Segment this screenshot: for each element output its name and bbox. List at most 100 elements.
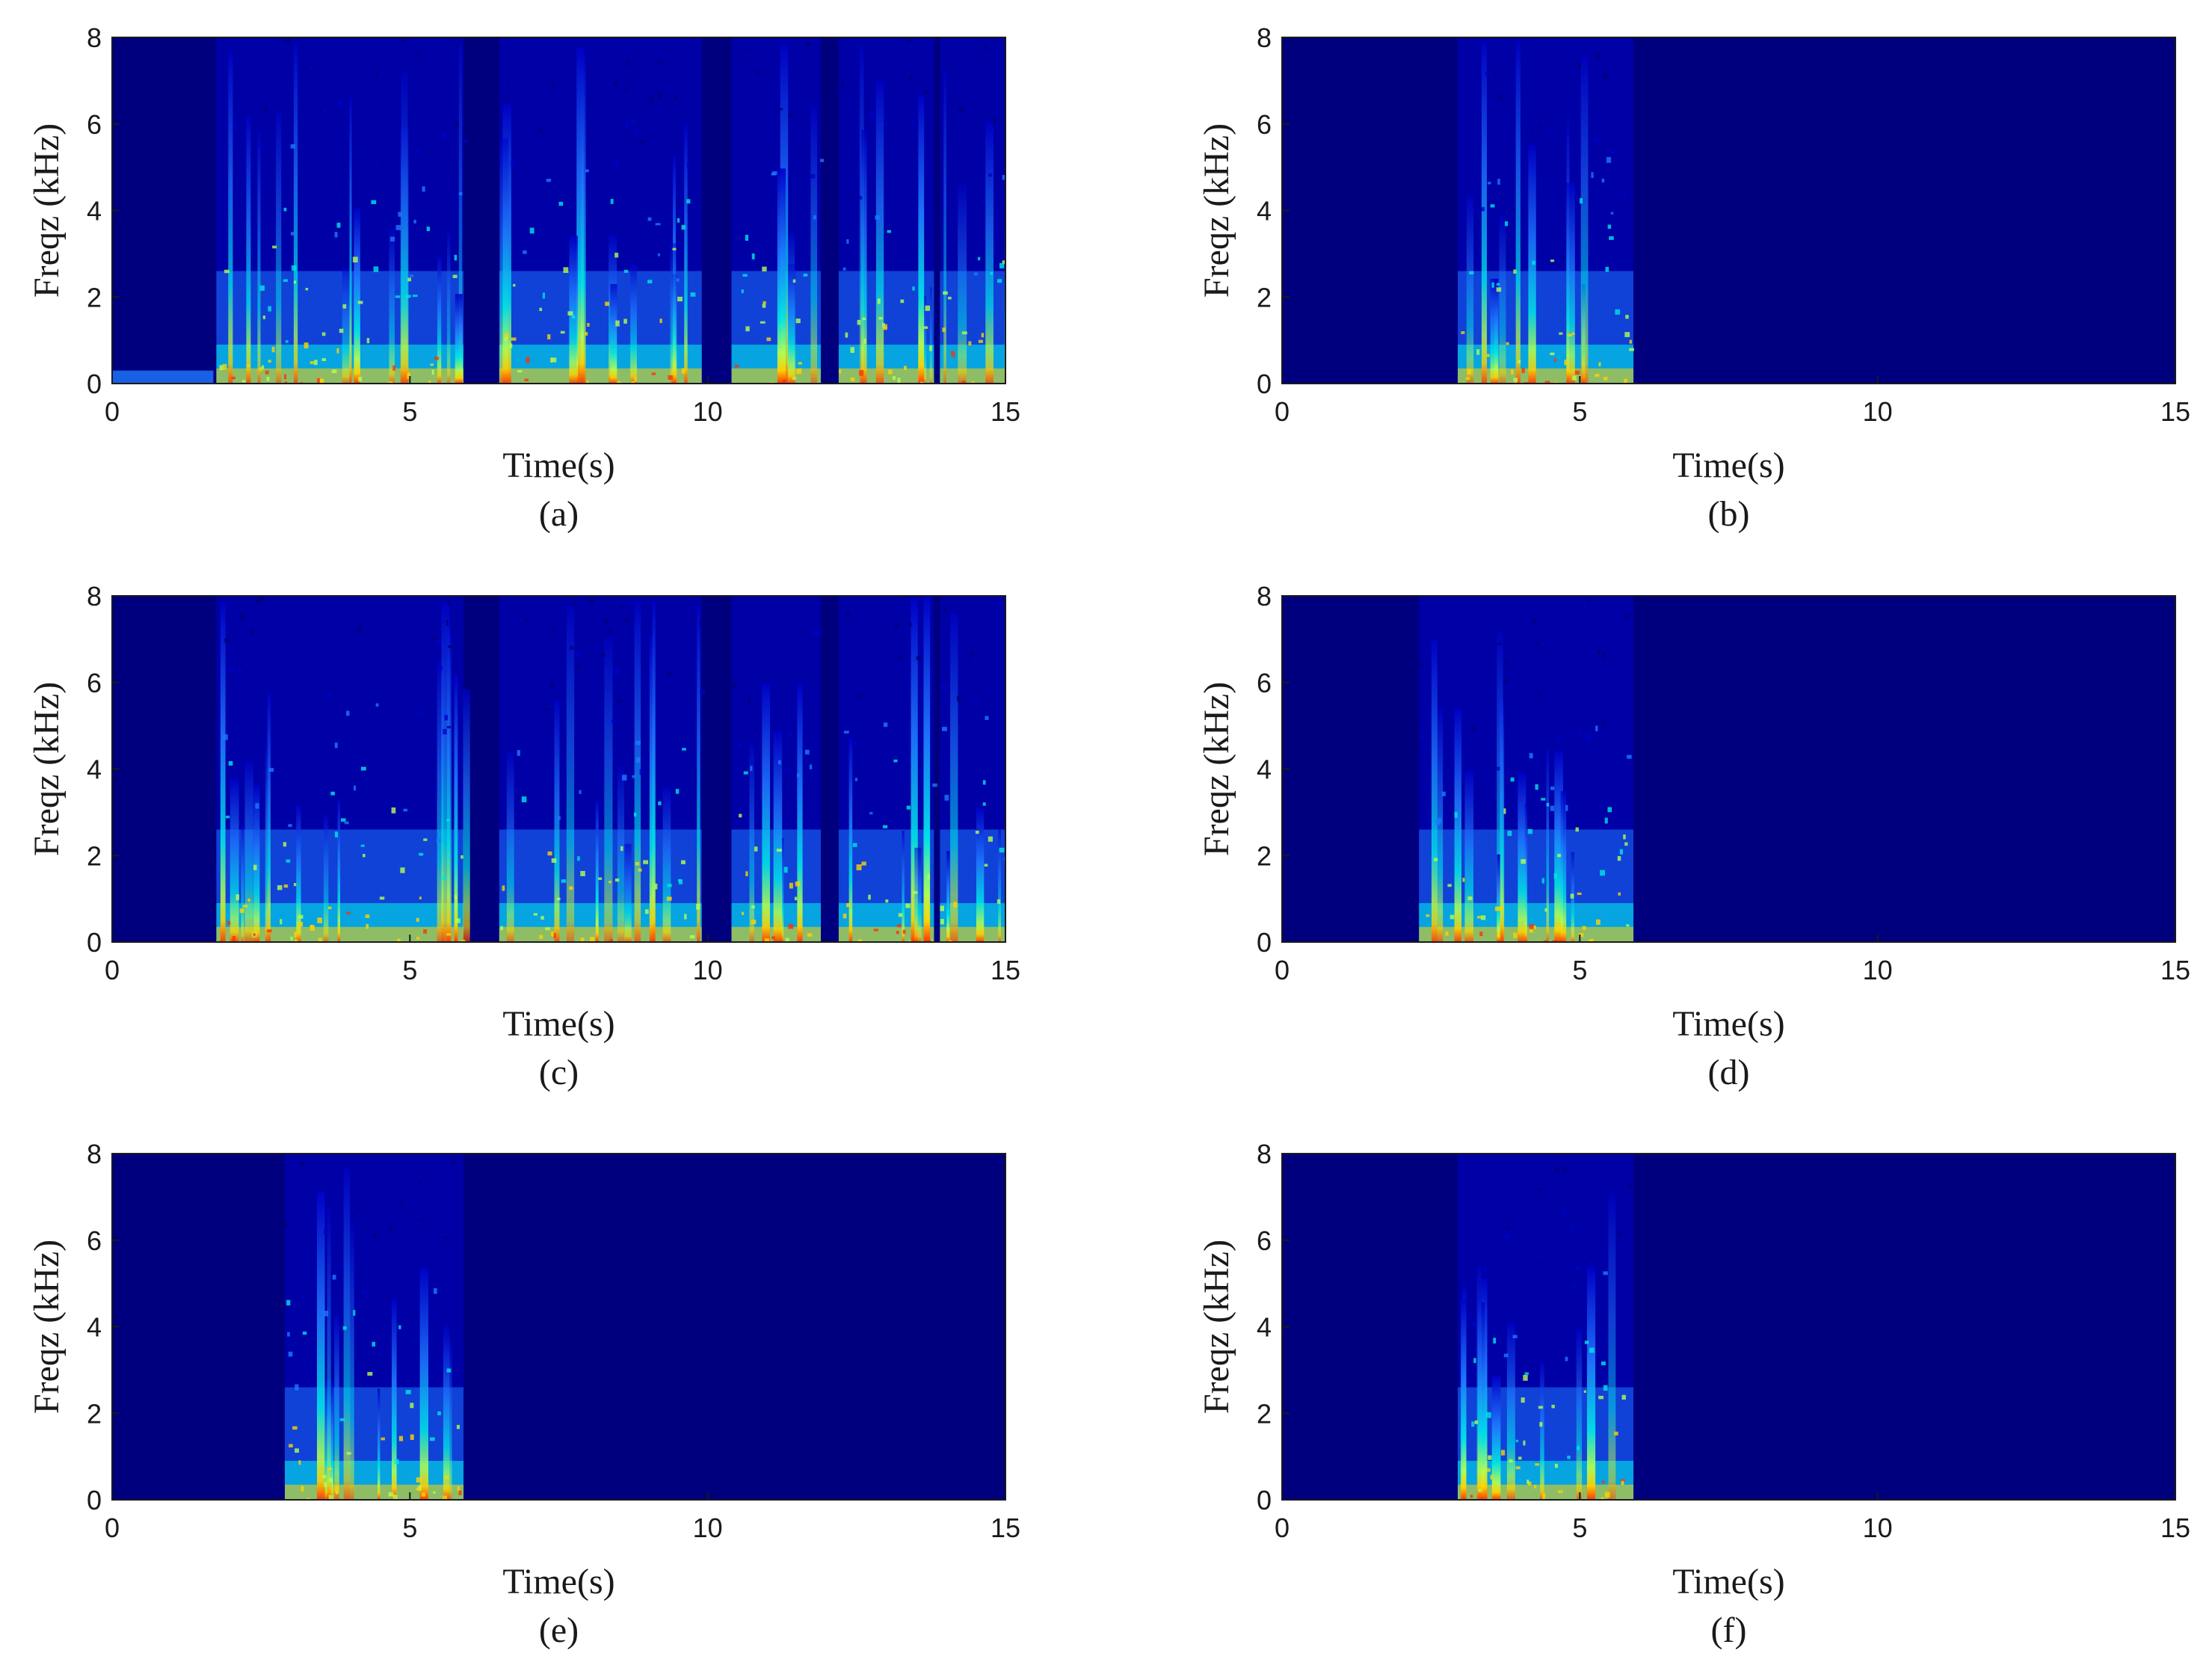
heatmap-cells — [285, 1154, 464, 1500]
energy-streak — [296, 805, 301, 942]
energy-speckle — [651, 372, 656, 375]
base-band — [285, 1484, 464, 1500]
energy-speckle — [1607, 224, 1612, 229]
energy-speckle — [416, 1487, 419, 1491]
energy-speckle — [813, 630, 819, 636]
y-tick-label: 2 — [1257, 282, 1272, 313]
y-tick-label: 0 — [1257, 369, 1272, 399]
energy-speckle — [1449, 914, 1455, 920]
energy-speckle — [852, 843, 857, 847]
energy-speckle — [305, 288, 309, 291]
energy-speckle — [1603, 73, 1608, 79]
energy-speckle — [1002, 174, 1005, 180]
energy-speckle — [1002, 260, 1005, 265]
energy-speckle — [805, 42, 811, 46]
energy-speckle — [1494, 72, 1497, 76]
energy-speckle — [751, 253, 755, 259]
energy-speckle — [614, 253, 619, 258]
energy-streak — [634, 601, 641, 942]
energy-speckle — [1578, 933, 1584, 937]
energy-speckle — [1477, 915, 1482, 919]
energy-speckle — [266, 929, 272, 932]
energy-speckle — [1521, 368, 1525, 374]
energy-speckle — [908, 940, 911, 942]
energy-speckle — [1447, 884, 1452, 887]
energy-speckle — [227, 921, 231, 925]
energy-speckle — [1441, 791, 1446, 796]
energy-speckle — [887, 369, 893, 375]
energy-streak — [797, 684, 803, 942]
energy-speckle — [1004, 941, 1005, 942]
energy-speckle — [271, 346, 275, 353]
x-tick-label: 10 — [1863, 396, 1893, 427]
energy-speckle — [1496, 283, 1500, 286]
energy-speckle — [1521, 1397, 1525, 1403]
energy-speckle — [1588, 940, 1593, 942]
energy-speckle — [1533, 925, 1536, 929]
energy-streak — [1506, 1322, 1515, 1500]
energy-speckle — [762, 304, 766, 308]
energy-speckle — [678, 879, 683, 884]
energy-speckle — [1546, 803, 1550, 807]
energy-speckle — [783, 867, 788, 873]
energy-streak — [860, 129, 867, 384]
energy-speckle — [398, 1201, 403, 1204]
energy-speckle — [321, 357, 327, 362]
energy-speckle — [419, 1181, 422, 1185]
energy-speckle — [283, 842, 287, 847]
energy-speckle — [614, 161, 618, 167]
energy-speckle — [1577, 63, 1581, 69]
energy-speckle — [1486, 1412, 1491, 1418]
y-tick-label: 4 — [87, 196, 102, 227]
energy-speckle — [911, 120, 916, 126]
energy-speckle — [675, 789, 680, 794]
energy-speckle — [970, 651, 975, 655]
energy-speckle — [289, 1444, 293, 1447]
energy-speckle — [346, 710, 350, 716]
energy-speckle — [1565, 1356, 1568, 1361]
energy-speckle — [1529, 928, 1533, 933]
energy-speckle — [928, 940, 931, 942]
energy-speckle — [765, 801, 770, 806]
energy-speckle — [789, 732, 792, 738]
energy-speckle — [446, 1368, 452, 1373]
energy-speckle — [598, 877, 603, 880]
energy-speckle — [517, 750, 520, 756]
energy-speckle — [329, 1477, 333, 1483]
energy-speckle — [336, 222, 341, 228]
energy-speckle — [570, 645, 573, 650]
energy-streak — [1466, 195, 1474, 384]
energy-speckle — [1553, 381, 1559, 384]
energy-speckle — [1577, 731, 1582, 735]
energy-streak — [684, 124, 688, 384]
energy-speckle — [1603, 376, 1608, 381]
energy-speckle — [309, 361, 314, 364]
energy-speckle — [456, 1424, 460, 1430]
energy-speckle — [293, 280, 297, 284]
energy-speckle — [317, 917, 323, 923]
energy-speckle — [884, 122, 889, 126]
y-tick-label: 8 — [1257, 581, 1272, 612]
x-tick-label: 0 — [105, 396, 120, 427]
energy-speckle — [751, 153, 754, 156]
energy-speckle — [1435, 819, 1440, 825]
energy-speckle — [898, 656, 903, 659]
energy-speckle — [1621, 1480, 1624, 1486]
energy-streak — [343, 1168, 351, 1500]
x-tick-label: 15 — [2160, 955, 2190, 985]
energy-speckle — [526, 357, 530, 363]
energy-speckle — [1496, 766, 1500, 771]
x-tick-label: 0 — [105, 1513, 120, 1543]
energy-speckle — [334, 742, 338, 748]
energy-speckle — [1469, 271, 1474, 274]
x-tick-label: 15 — [2160, 1513, 2190, 1543]
energy-speckle — [973, 272, 978, 276]
energy-speckle — [259, 367, 263, 371]
energy-streak — [1580, 55, 1589, 384]
energy-speckle — [1483, 1267, 1487, 1272]
energy-speckle — [295, 1384, 299, 1391]
energy-speckle — [589, 936, 595, 942]
energy-speckle — [1544, 908, 1547, 912]
energy-speckle — [511, 160, 514, 167]
energy-speckle — [259, 597, 265, 601]
